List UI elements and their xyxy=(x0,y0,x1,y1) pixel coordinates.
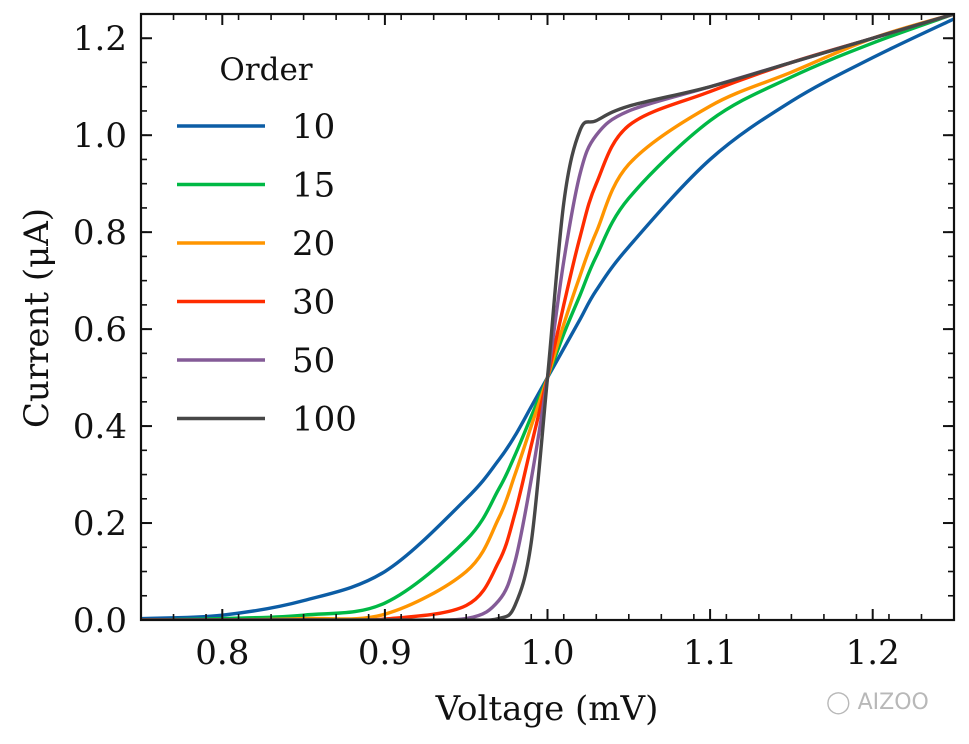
watermark-text: AIZOO xyxy=(857,690,929,715)
ticks xyxy=(140,13,955,621)
series-line-100 xyxy=(141,14,954,620)
legend-label-20: 20 xyxy=(292,224,335,264)
legend: Order 10 15 20 30 50 100 xyxy=(177,52,357,440)
legend-label-50: 50 xyxy=(292,341,335,381)
x-axis-label: Voltage (mV) xyxy=(435,689,659,729)
x-tick-label: 0.8 xyxy=(195,633,249,673)
y-axis-label: Current (μA) xyxy=(17,208,57,428)
legend-title: Order xyxy=(219,52,312,88)
y-tick-label: 0.0 xyxy=(73,601,127,641)
y-tick-label: 0.2 xyxy=(73,504,127,544)
legend-label-100: 100 xyxy=(292,400,357,440)
x-tick-label: 1.0 xyxy=(520,633,574,673)
legend-items: 10 15 20 30 50 100 xyxy=(177,107,357,440)
x-tick-label: 1.2 xyxy=(846,633,900,673)
chat-bubble-icon: ◯ xyxy=(826,690,851,715)
y-tick-label: 0.4 xyxy=(73,407,127,447)
legend-label-30: 30 xyxy=(292,283,335,323)
watermark: ◯ AIZOO xyxy=(826,690,929,715)
x-tick-label: 1.1 xyxy=(683,633,737,673)
y-tick-label: 0.6 xyxy=(73,310,127,350)
tick-labels: 0.8 0.9 1.0 1.1 1.2 0.0 0.2 0.4 0.6 0.8 1.0 1.2 xyxy=(73,19,900,673)
y-tick-label: 0.8 xyxy=(73,213,127,253)
legend-label-15: 15 xyxy=(292,166,335,206)
x-tick-label: 0.9 xyxy=(358,633,412,673)
legend-label-10: 10 xyxy=(292,107,335,147)
y-tick-label: 1.0 xyxy=(73,116,127,156)
y-tick-label: 1.2 xyxy=(73,19,127,59)
